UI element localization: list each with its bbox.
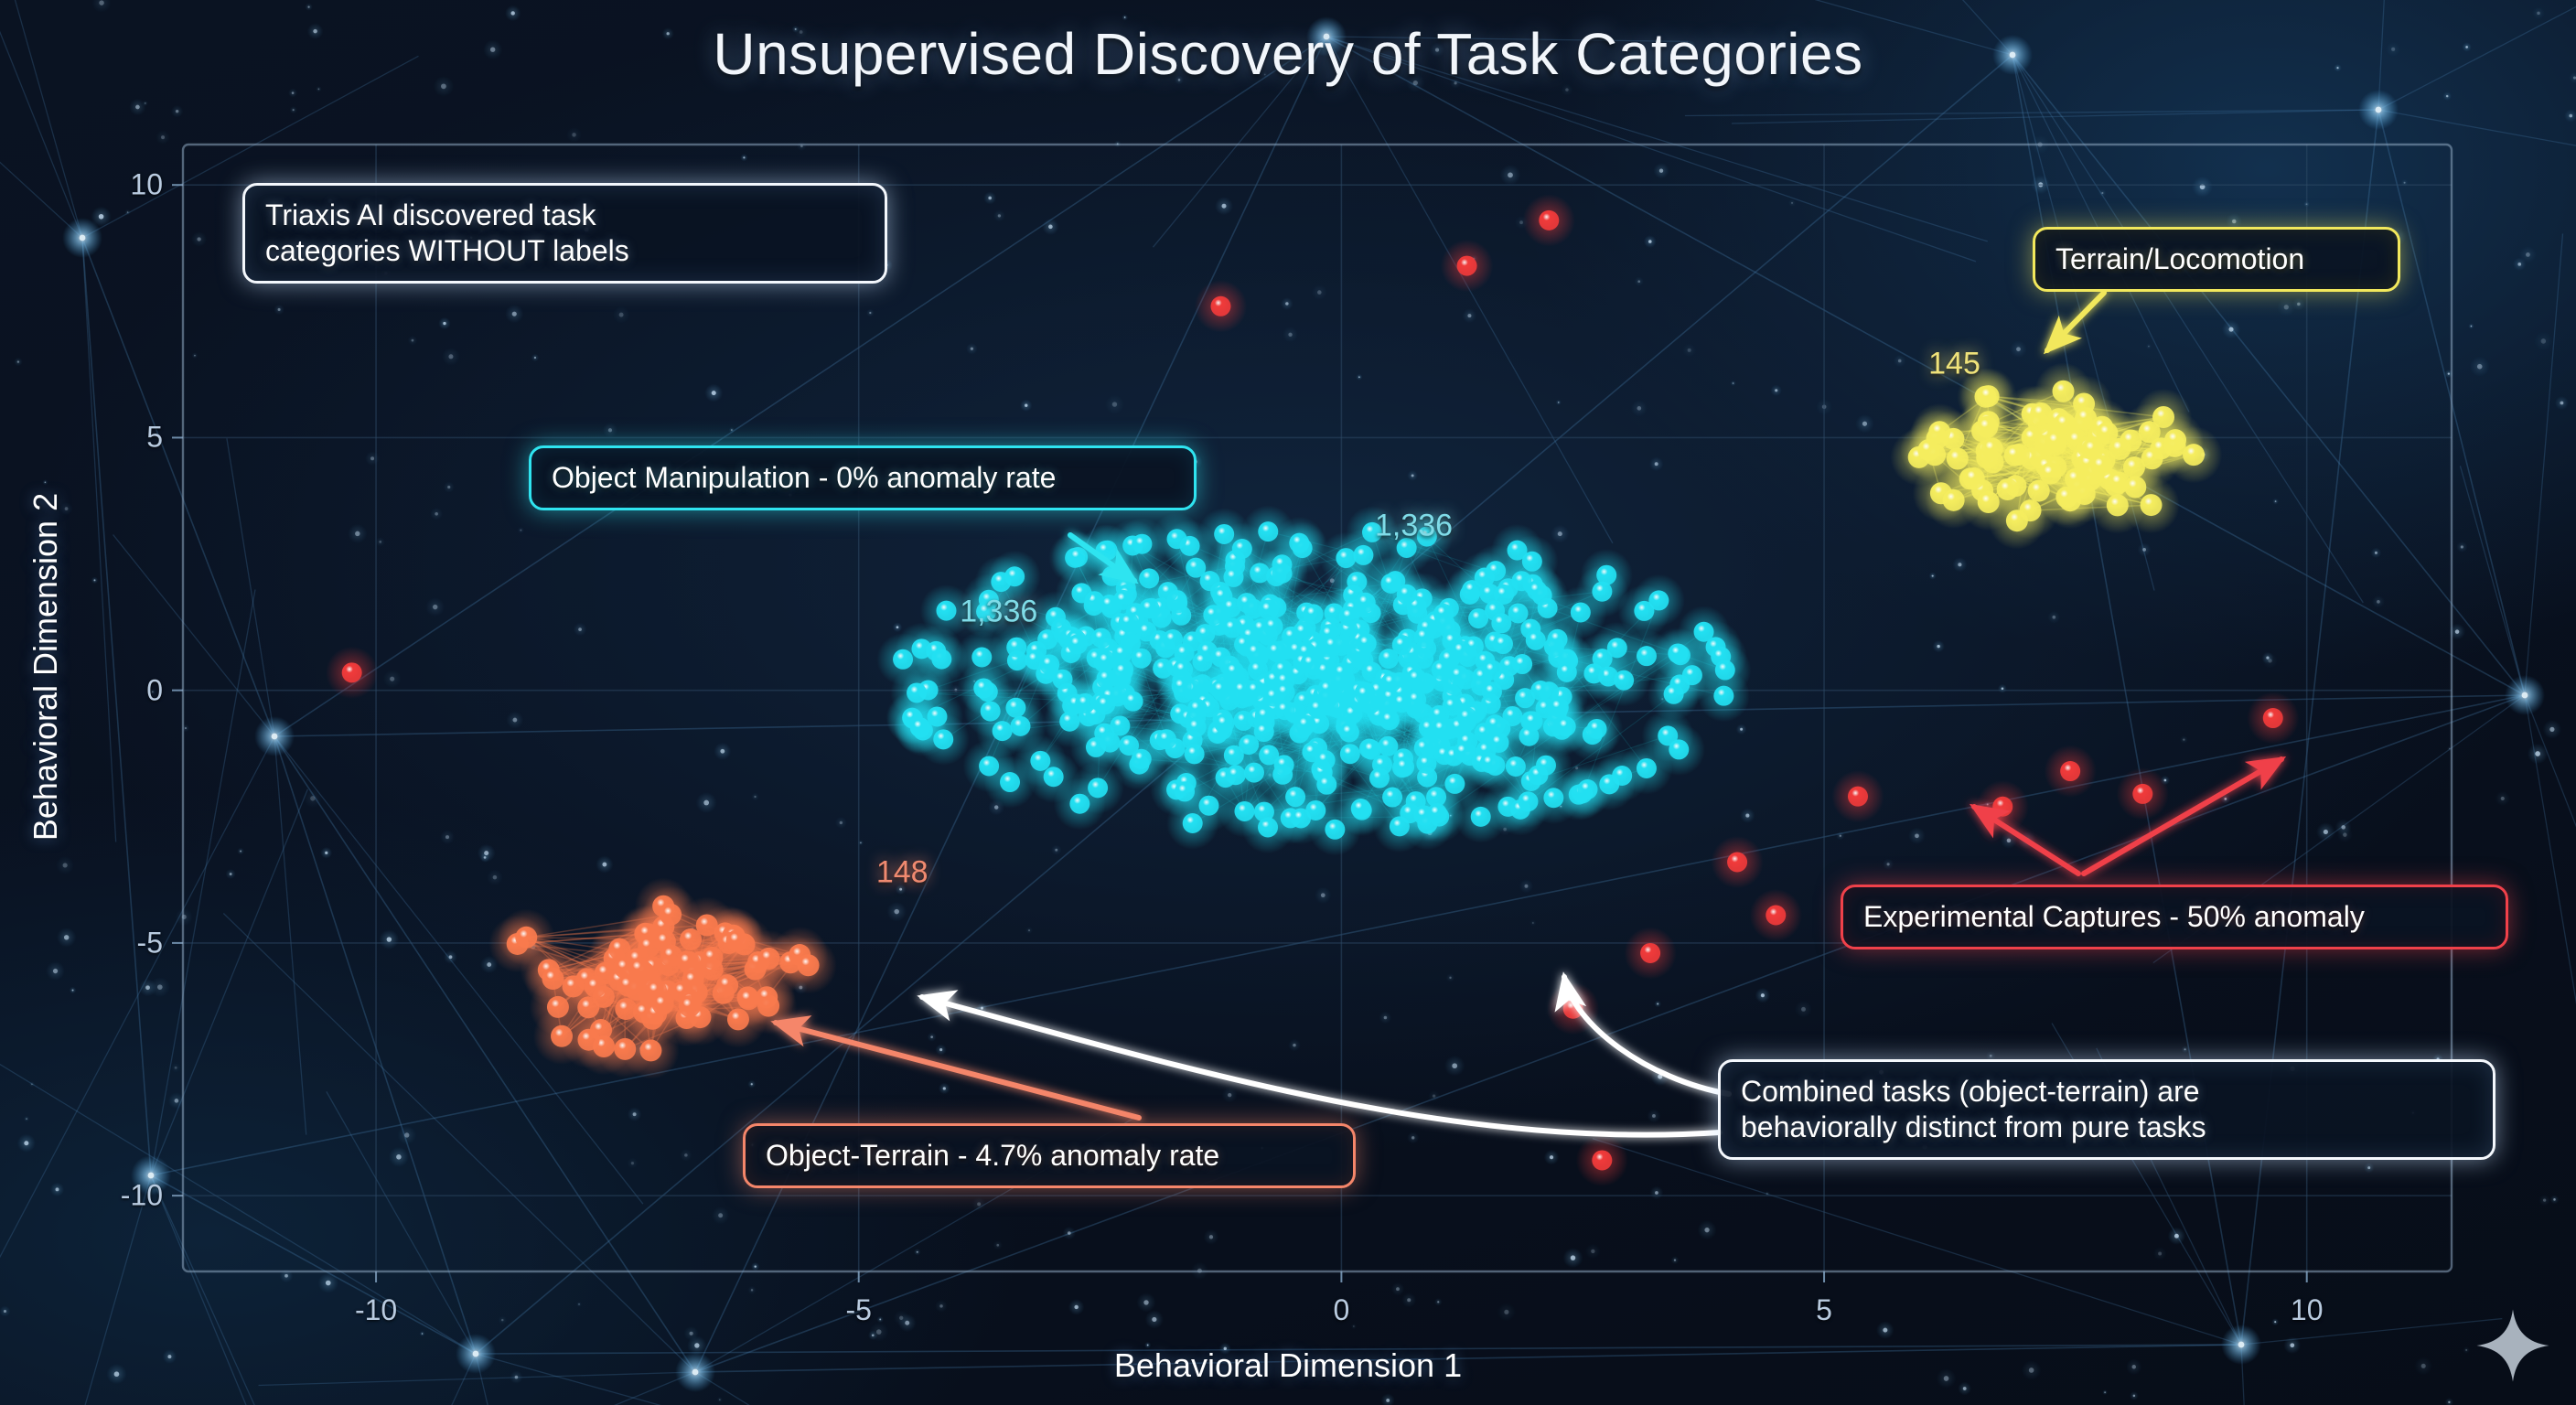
x-axis-label: Behavioral Dimension 1 <box>1113 1346 1463 1384</box>
x-tick-label: -5 <box>845 1293 872 1326</box>
arrow-combined-2 <box>1554 971 1732 1097</box>
page-title: Unsupervised Discovery of Task Categorie… <box>713 21 1863 87</box>
cluster-orange <box>488 877 837 1079</box>
arrow-exp-capture-2 <box>2081 756 2287 876</box>
x-tick-label: -10 <box>354 1293 398 1326</box>
discovery-callout[interactable]: Triaxis AI discovered task categories WI… <box>242 183 887 284</box>
terrain-locomotion-callout[interactable]: Terrain/Locomotion <box>2033 227 2400 293</box>
x-tick-label: 5 <box>1816 1293 1832 1326</box>
arrow-terrain <box>2043 290 2107 355</box>
experimental-captures-callout[interactable]: Experimental Captures - 50% anomaly <box>1841 885 2508 950</box>
x-tick-label: 0 <box>1333 1293 1350 1326</box>
x-tick-label: 10 <box>2290 1293 2324 1326</box>
y-tick-label: 10 <box>130 167 163 201</box>
arrow-object-manip <box>1068 532 1139 585</box>
combined-tasks-callout[interactable]: Combined tasks (object-terrain) are beha… <box>1718 1059 2496 1161</box>
arrow-combined-1 <box>917 990 1723 1138</box>
y-tick-label: -10 <box>120 1178 163 1212</box>
object-terrain-callout[interactable]: Object-Terrain - 4.7% anomaly rate <box>743 1123 1356 1189</box>
cluster-count-label: 145 <box>1928 346 1980 381</box>
cluster-count-label: 148 <box>875 854 928 890</box>
cluster-count-label: 1,336 <box>960 594 1038 629</box>
y-tick-label: 0 <box>146 673 163 707</box>
cluster-cyan <box>876 505 1752 856</box>
arrow-exp-capture-1 <box>1970 803 2081 876</box>
arrow-object-terrain <box>770 1015 1142 1121</box>
y-tick-label: 5 <box>146 420 163 454</box>
sparkle-icon <box>2476 1309 2549 1382</box>
object-manipulation-callout[interactable]: Object Manipulation - 0% anomaly rate <box>529 445 1197 511</box>
cluster-count-label: 1,336 <box>1374 508 1454 543</box>
y-tick-label: -5 <box>136 926 163 960</box>
cluster-yellow <box>1890 362 2223 550</box>
